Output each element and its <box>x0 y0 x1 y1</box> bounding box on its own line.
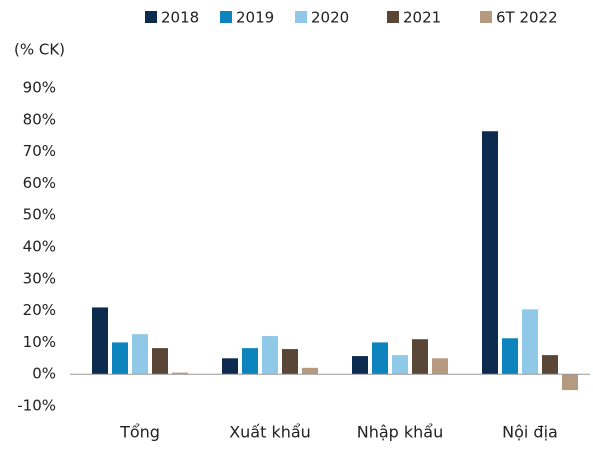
bar <box>92 307 108 375</box>
y-tick-label: -10% <box>17 397 56 415</box>
bar <box>352 356 368 375</box>
bar <box>542 355 558 375</box>
y-tick-label: 70% <box>23 142 56 160</box>
y-tick-label: 80% <box>23 110 56 128</box>
x-tick-label: Xuất khẩu <box>229 423 311 442</box>
bar <box>302 367 318 375</box>
y-tick-label: 50% <box>23 206 56 224</box>
bar <box>522 309 538 375</box>
bar <box>222 358 238 375</box>
legend-label: 2018 <box>161 9 199 27</box>
legend-swatch <box>480 11 492 23</box>
legend-label: 2019 <box>236 9 274 27</box>
legend-label: 2020 <box>311 9 349 27</box>
y-axis-label: (% CK) <box>14 41 65 59</box>
bar <box>432 358 448 375</box>
bar <box>392 355 408 375</box>
bar <box>372 342 388 375</box>
y-tick-label: 30% <box>23 269 56 287</box>
bar <box>242 348 258 375</box>
legend-swatch <box>145 11 157 23</box>
bar <box>132 334 148 375</box>
y-tick-label: 0% <box>32 365 56 383</box>
legend-swatch <box>387 11 399 23</box>
bar <box>112 342 128 375</box>
x-tick-label: Nội địa <box>502 423 558 442</box>
legend-swatch <box>220 11 232 23</box>
y-tick-label: 60% <box>23 174 56 192</box>
bar <box>502 338 518 375</box>
legend-label: 6T 2022 <box>496 9 558 27</box>
y-tick-label: 20% <box>23 301 56 319</box>
y-tick-label: 40% <box>23 238 56 256</box>
y-tick-label: 90% <box>23 79 56 97</box>
legend-swatch <box>295 11 307 23</box>
bar <box>412 339 428 375</box>
bar <box>282 349 298 375</box>
x-tick-label: Tổng <box>119 423 160 442</box>
bar <box>152 348 168 375</box>
y-tick-label: 10% <box>23 333 56 351</box>
bar <box>262 336 278 375</box>
legend-label: 2021 <box>403 9 441 27</box>
bar <box>482 131 498 375</box>
bar <box>562 374 578 391</box>
bar <box>172 372 188 375</box>
x-tick-label: Nhập khẩu <box>357 423 444 442</box>
